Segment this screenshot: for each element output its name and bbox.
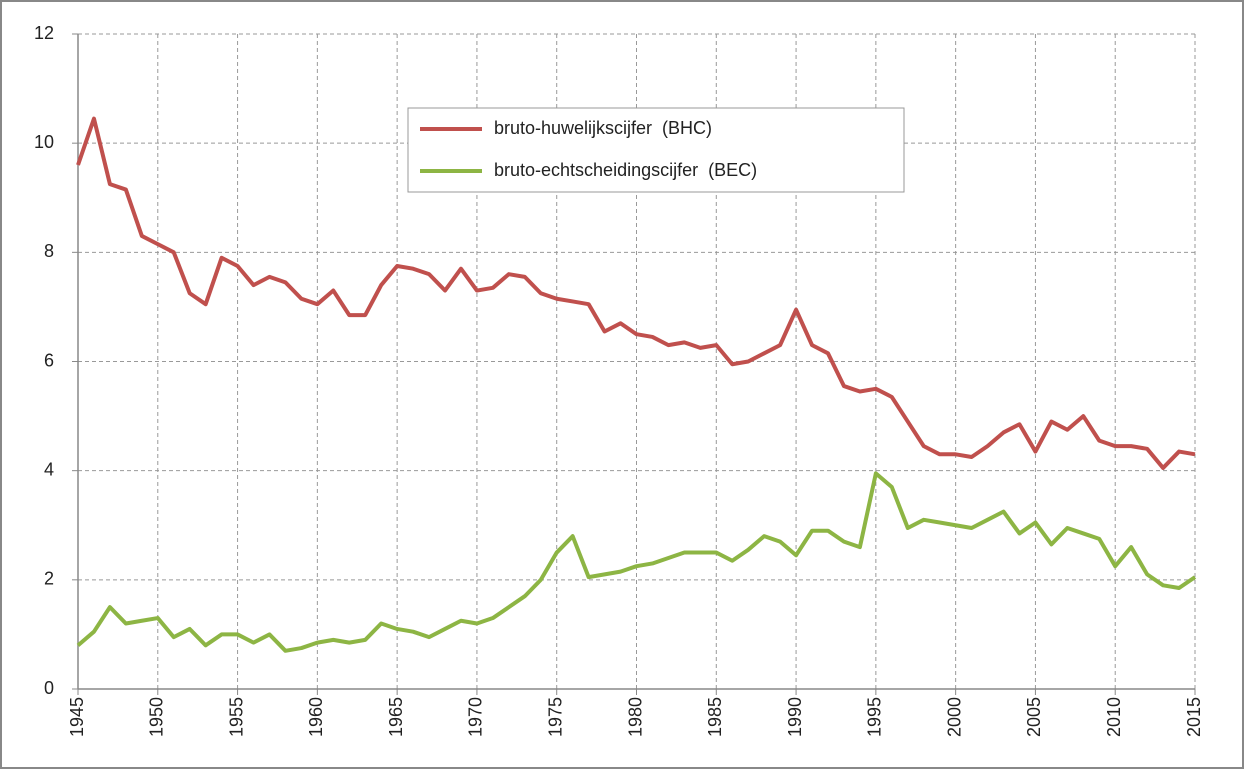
x-tick-label: 1985 [705,697,725,737]
y-tick-label: 6 [44,350,54,370]
legend-label: bruto-huwelijkscijfer (BHC) [494,118,712,138]
y-tick-label: 8 [44,241,54,261]
x-tick-label: 2000 [944,697,964,737]
y-tick-label: 0 [44,678,54,698]
line [76,116,1196,470]
x-tick-label: 2010 [1104,697,1124,737]
x-tick-label: 1945 [67,697,87,737]
x-tick-label: 1975 [545,697,565,737]
legend [407,107,905,193]
line [76,471,1197,653]
x-tick-label: 1965 [386,697,406,737]
y-tick-label: 2 [44,569,54,589]
legend-label: bruto-echtscheidingscijfer (BEC) [494,160,757,180]
y-tick-label: 12 [34,23,54,43]
y-tick-label: 4 [44,459,54,479]
x-tick-label: 2005 [1024,697,1044,737]
x-tick-label: 1990 [785,697,805,737]
x-tick-label: 1970 [466,697,486,737]
x-tick-label: 1955 [226,697,246,737]
x-tick-label: 1980 [625,697,645,737]
x-tick-label: 1950 [147,697,167,737]
x-tick-label: 2015 [1184,697,1204,737]
y-tick-label: 10 [34,132,54,152]
x-tick-label: 1995 [865,697,885,737]
x-tick-label: 1960 [306,697,326,737]
